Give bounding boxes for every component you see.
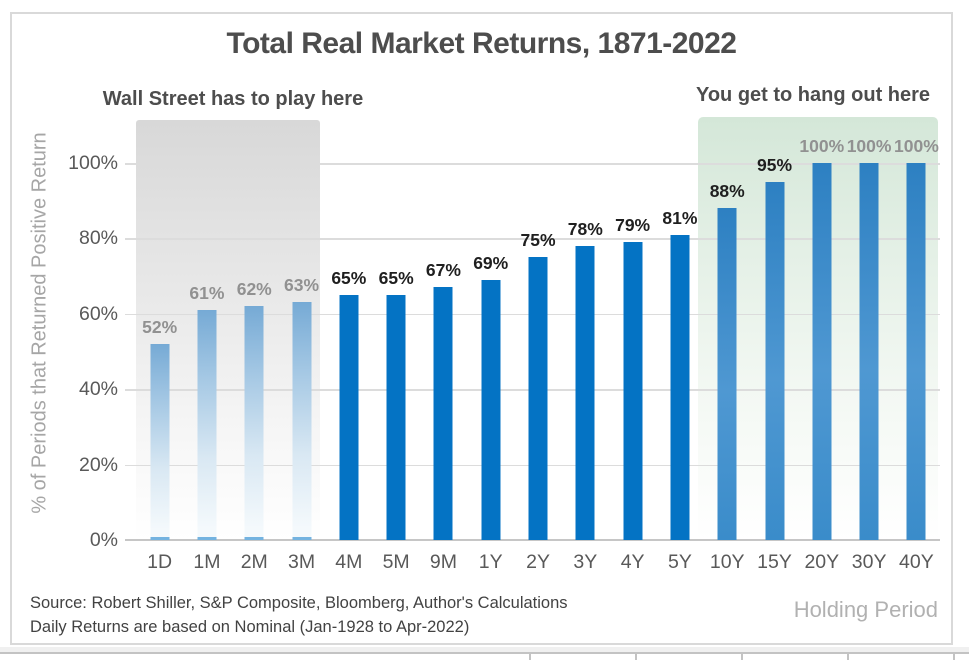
bars-container: 52% 61% 62% 63% 65% 65% 67% 69% 75% 78% 79% 81% 88% 9… xyxy=(136,136,940,540)
bar-slot: 100% xyxy=(893,136,940,540)
bar-data-label: 65% xyxy=(331,268,367,288)
bar-slot: 78% xyxy=(562,140,609,540)
bar-slot: 100% xyxy=(798,136,845,540)
bar-10Y xyxy=(717,208,737,540)
bar-data-label: 67% xyxy=(425,260,461,280)
bar-3Y xyxy=(575,246,595,540)
bar-data-label: 100% xyxy=(799,136,845,156)
bar-1M xyxy=(197,310,217,540)
x-axis-tick-labels: 1D 1M 2M 3M 4M 5M 9M 1Y 2Y 3Y 4Y 5Y 10Y 15Y 20Y 30Y 40Y xyxy=(136,551,940,574)
x-axis-tick-label: 1Y xyxy=(478,551,503,573)
source-note: Source: Robert Shiller, S&P Composite, B… xyxy=(30,591,568,639)
bar-data-label: 75% xyxy=(520,230,556,250)
x-axis-tick-label: 5Y xyxy=(667,551,692,573)
x-axis-tick-label: 2Y xyxy=(526,551,550,573)
bar-data-label: 100% xyxy=(846,136,892,156)
bar-9M xyxy=(433,287,453,540)
bar-4M xyxy=(339,295,359,540)
worksheet-gridline-vertical xyxy=(953,653,955,660)
x-axis-tick-label: 5M xyxy=(382,551,410,573)
bar-4Y xyxy=(623,242,643,540)
x-axis-tick-label: 1D xyxy=(147,551,173,573)
bar-slot: 69% xyxy=(467,140,514,540)
x-axis-tick-label: 40Y xyxy=(899,551,934,573)
bar-5M xyxy=(386,295,406,540)
bar-30Y xyxy=(859,163,879,540)
bar-slot: 75% xyxy=(514,140,561,540)
x-axis-tick-label: 30Y xyxy=(851,551,887,573)
y-axis-title: % of Periods that Returned Positive Retu… xyxy=(28,132,51,514)
bar-data-label: 61% xyxy=(189,283,225,303)
annotation-hang-out: You get to hang out here xyxy=(695,84,931,106)
bar-20Y xyxy=(812,163,832,540)
x-axis-tick-label: 4Y xyxy=(620,551,645,573)
bar-slot: 100% xyxy=(845,136,892,540)
x-axis-tick-label: 15Y xyxy=(757,551,792,573)
chart-title: Total Real Market Returns, 1871-2022 xyxy=(226,27,737,60)
bar-3M xyxy=(292,302,312,540)
bar-2Y xyxy=(528,257,548,540)
x-axis-tick-label: 3M xyxy=(287,551,316,573)
bar-slot: 79% xyxy=(609,140,656,540)
bar-5Y xyxy=(670,235,690,540)
x-axis-tick-label: 20Y xyxy=(804,551,840,573)
x-axis-tick-label: 2M xyxy=(240,551,268,573)
bar-data-label: 69% xyxy=(473,253,509,273)
x-axis-tick-label: 9M xyxy=(429,551,457,573)
worksheet-gridline-vertical xyxy=(741,653,743,660)
bar-data-label: 81% xyxy=(662,208,698,228)
bar-1D xyxy=(150,344,170,540)
bar-data-label: 88% xyxy=(709,181,745,201)
bar-data-label: 78% xyxy=(567,219,603,239)
bar-15Y xyxy=(765,182,784,540)
bar-slot: 65% xyxy=(325,140,372,540)
bar-slot: 65% xyxy=(372,140,419,540)
bar-slot: 81% xyxy=(656,140,703,540)
x-axis-tick-label: 1M xyxy=(193,551,221,573)
bar-data-label: 65% xyxy=(378,268,414,288)
bar-40Y xyxy=(906,163,926,540)
bar-slot: 63% xyxy=(278,140,325,540)
worksheet-gridline-horizontal xyxy=(0,652,969,654)
bar-slot: 62% xyxy=(231,140,278,540)
bar-slot: 52% xyxy=(136,140,183,540)
bar-slot: 95% xyxy=(751,140,798,540)
bar-slot: 61% xyxy=(183,140,230,540)
x-axis-tick-label: 4M xyxy=(335,551,363,573)
bar-data-label: 95% xyxy=(756,155,793,175)
bar-slot: 88% xyxy=(704,140,751,540)
bar-data-label: 52% xyxy=(142,317,178,337)
source-line-2: Daily Returns are based on Nominal (Jan-… xyxy=(30,618,470,636)
worksheet-gridline-vertical xyxy=(847,653,849,660)
bar-data-label: 100% xyxy=(894,136,939,156)
worksheet-gridline-vertical xyxy=(635,653,637,660)
bar-2M xyxy=(244,306,264,540)
x-axis-tick-label: 3Y xyxy=(573,551,598,573)
annotation-wall-street: Wall Street has to play here xyxy=(102,88,364,110)
bar-data-label: 62% xyxy=(236,279,272,299)
x-axis-tick-label: 10Y xyxy=(709,551,745,573)
source-line-1: Source: Robert Shiller, S&P Composite, B… xyxy=(30,594,568,612)
bar-slot: 67% xyxy=(420,140,467,540)
worksheet-gridline-vertical xyxy=(529,653,531,660)
worksheet-band xyxy=(0,647,969,652)
bar-1Y xyxy=(481,280,501,540)
bar-data-label: 79% xyxy=(615,215,651,235)
x-axis-title: Holding Period xyxy=(793,597,938,622)
bar-data-label: 63% xyxy=(284,275,320,295)
